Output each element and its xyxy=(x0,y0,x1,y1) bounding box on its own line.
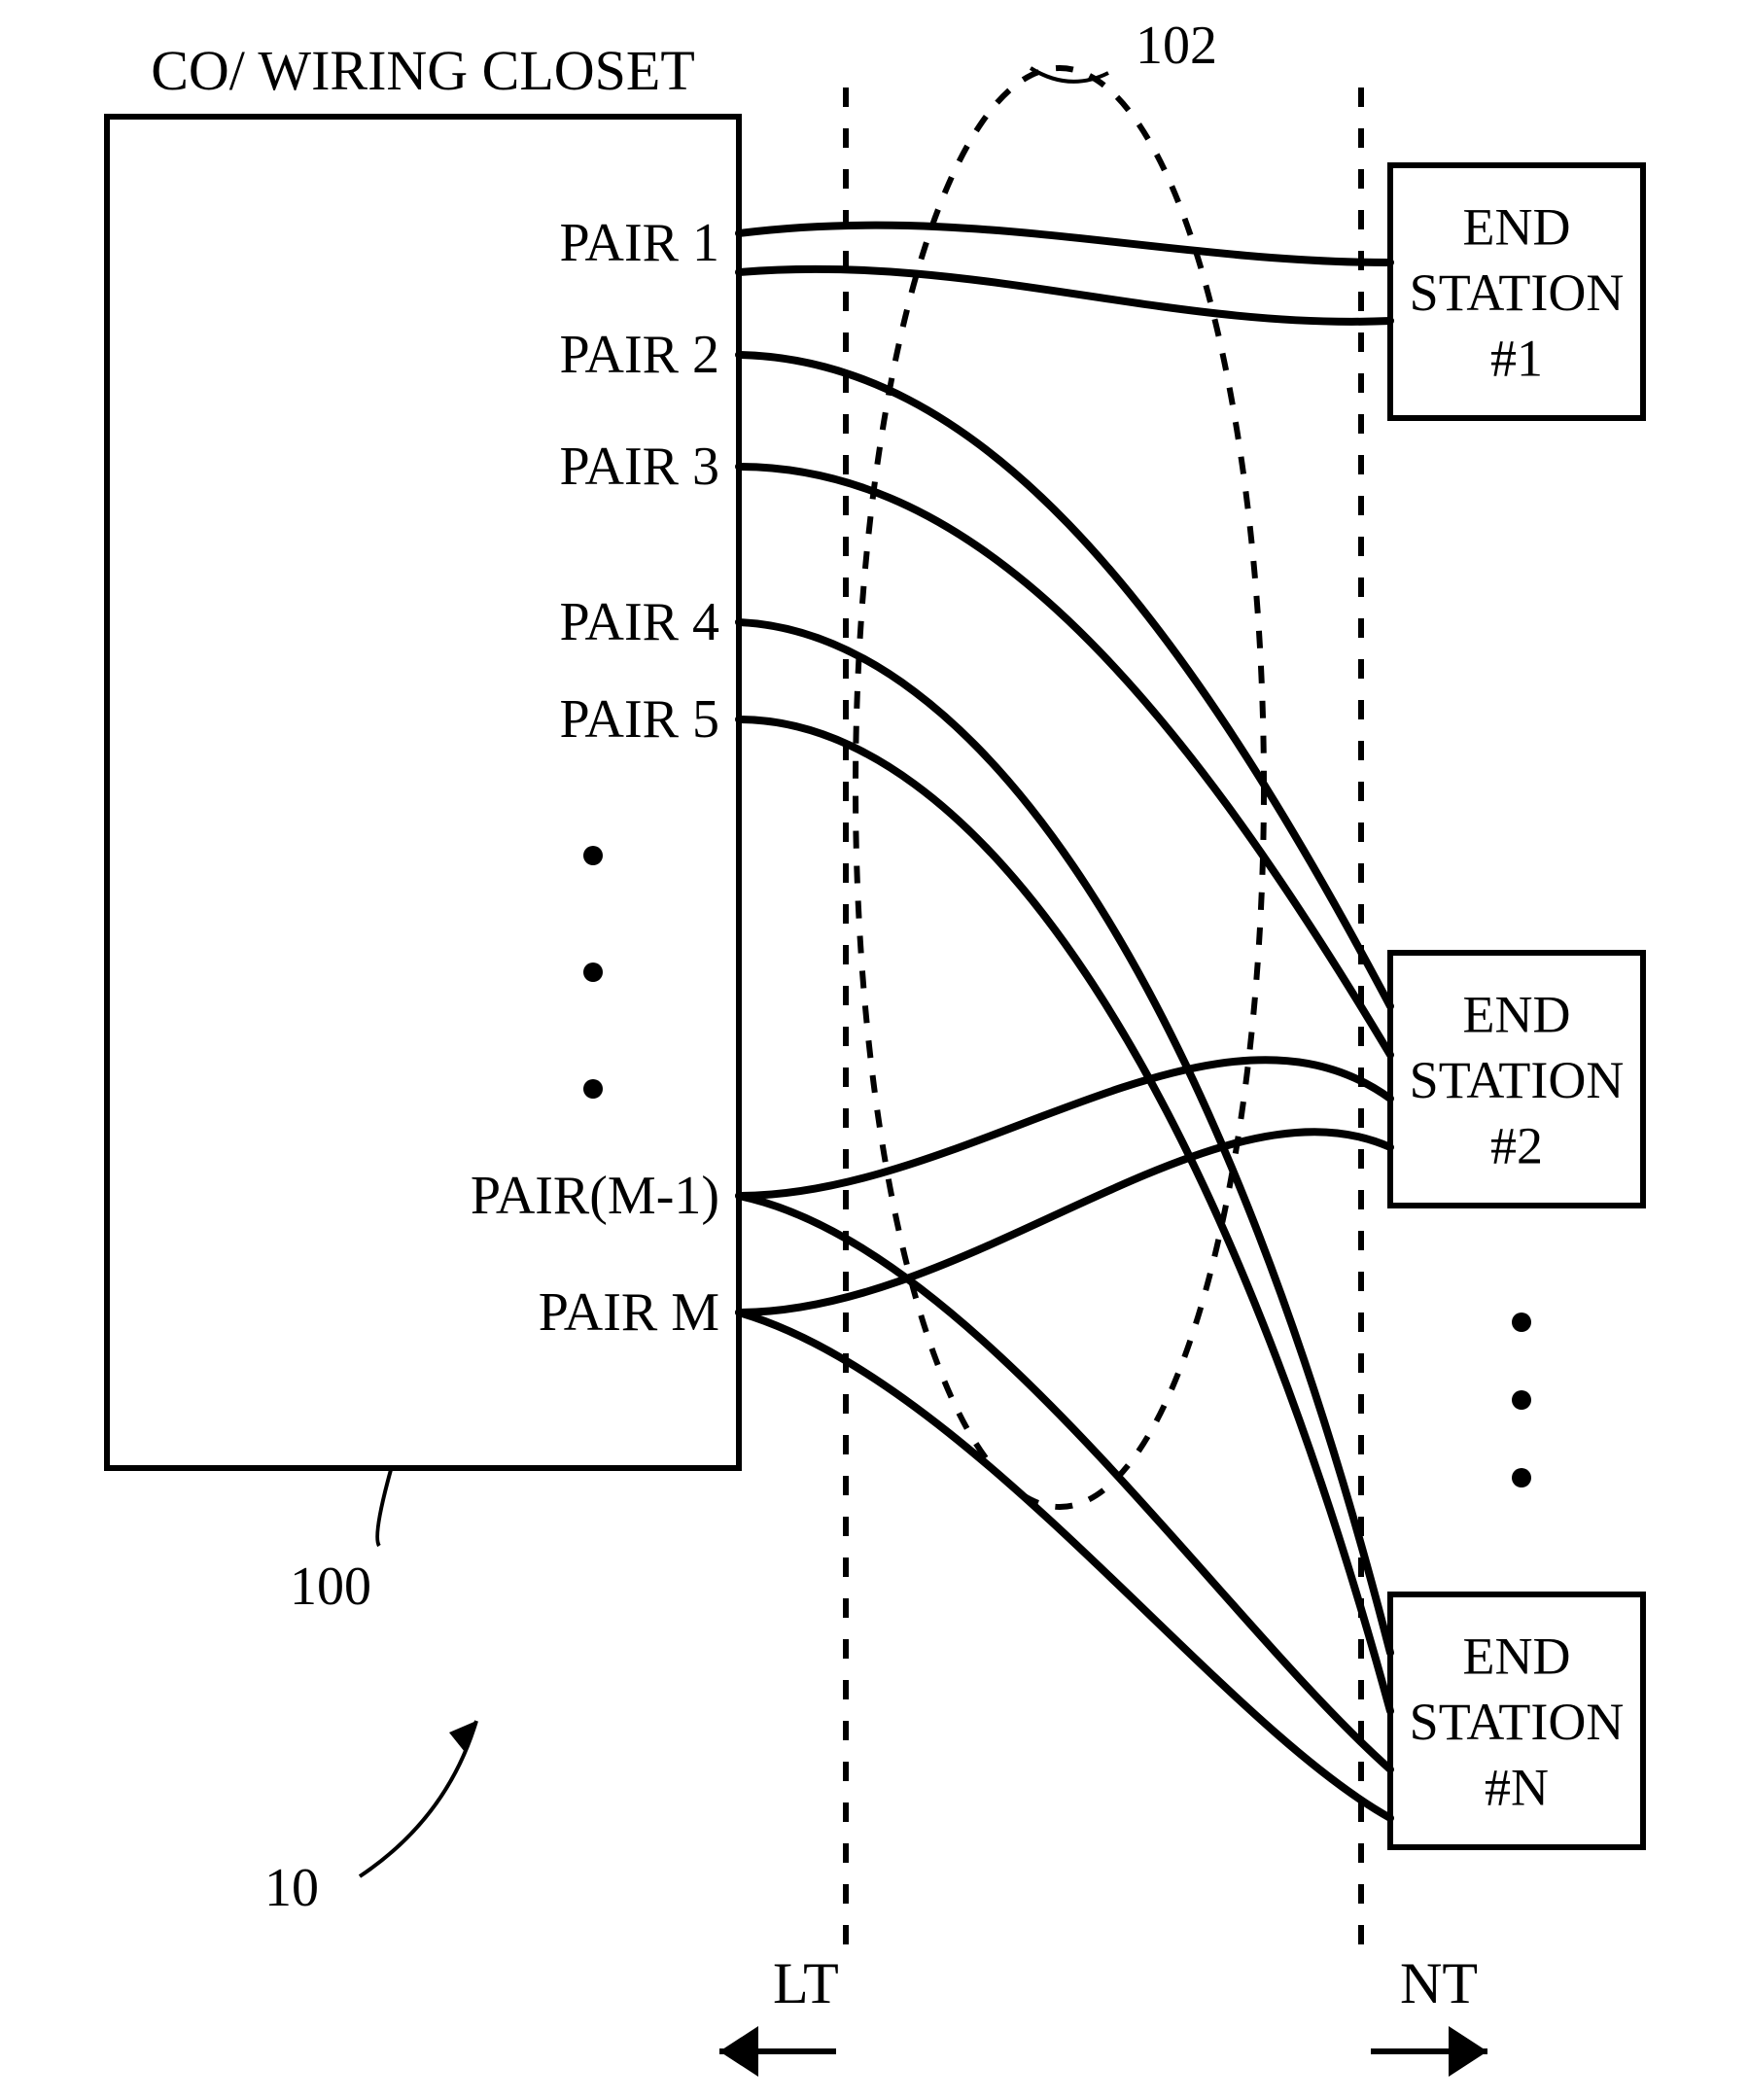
pair-label: PAIR 4 xyxy=(560,592,719,652)
end-station-label: #1 xyxy=(1490,329,1543,387)
end-station-label: STATION xyxy=(1410,263,1625,322)
wire xyxy=(739,1132,1390,1312)
wire xyxy=(739,226,1390,262)
wire xyxy=(739,1060,1390,1196)
ellipsis-dot xyxy=(583,1079,603,1099)
pair-label: PAIR 5 xyxy=(560,689,719,750)
pair-label: PAIR 2 xyxy=(560,325,719,385)
wire xyxy=(739,467,1390,1055)
pair-label: PAIR 1 xyxy=(560,213,719,273)
wire xyxy=(739,1312,1390,1818)
end-station-label: END xyxy=(1463,197,1571,256)
end-station-label: STATION xyxy=(1410,1693,1625,1751)
lt-arrow-head xyxy=(719,2026,758,2077)
ref-10: 10 xyxy=(264,1858,319,1918)
end-station-label: STATION xyxy=(1410,1051,1625,1109)
ellipsis-dot xyxy=(583,962,603,982)
pair-label: PAIR 3 xyxy=(560,437,719,497)
ellipsis-dot xyxy=(1512,1468,1531,1488)
wire xyxy=(739,269,1390,322)
end-station-label: #N xyxy=(1485,1758,1549,1816)
pair-label: PAIR M xyxy=(539,1282,719,1343)
nt-label: NT xyxy=(1400,1951,1478,2015)
pair-label: PAIR(M-1) xyxy=(471,1166,719,1226)
wire xyxy=(739,355,1390,1006)
wire xyxy=(739,1196,1390,1769)
ref-102: 102 xyxy=(1136,16,1217,76)
end-station-label: END xyxy=(1463,985,1571,1043)
end-station-label: #2 xyxy=(1490,1116,1543,1174)
wire xyxy=(739,719,1390,1711)
co-wiring-closet-box xyxy=(107,117,739,1468)
ellipsis-dot xyxy=(1512,1390,1531,1410)
nt-arrow-head xyxy=(1449,2026,1487,2077)
ref-100: 100 xyxy=(290,1557,371,1617)
co-title: CO/ WIRING CLOSET xyxy=(151,39,695,102)
end-station-label: END xyxy=(1463,1627,1571,1685)
leader-line xyxy=(377,1468,391,1546)
wire xyxy=(739,622,1390,1653)
ellipsis-dot xyxy=(1512,1312,1531,1332)
lt-label: LT xyxy=(773,1951,839,2015)
ellipsis-dot xyxy=(583,846,603,865)
